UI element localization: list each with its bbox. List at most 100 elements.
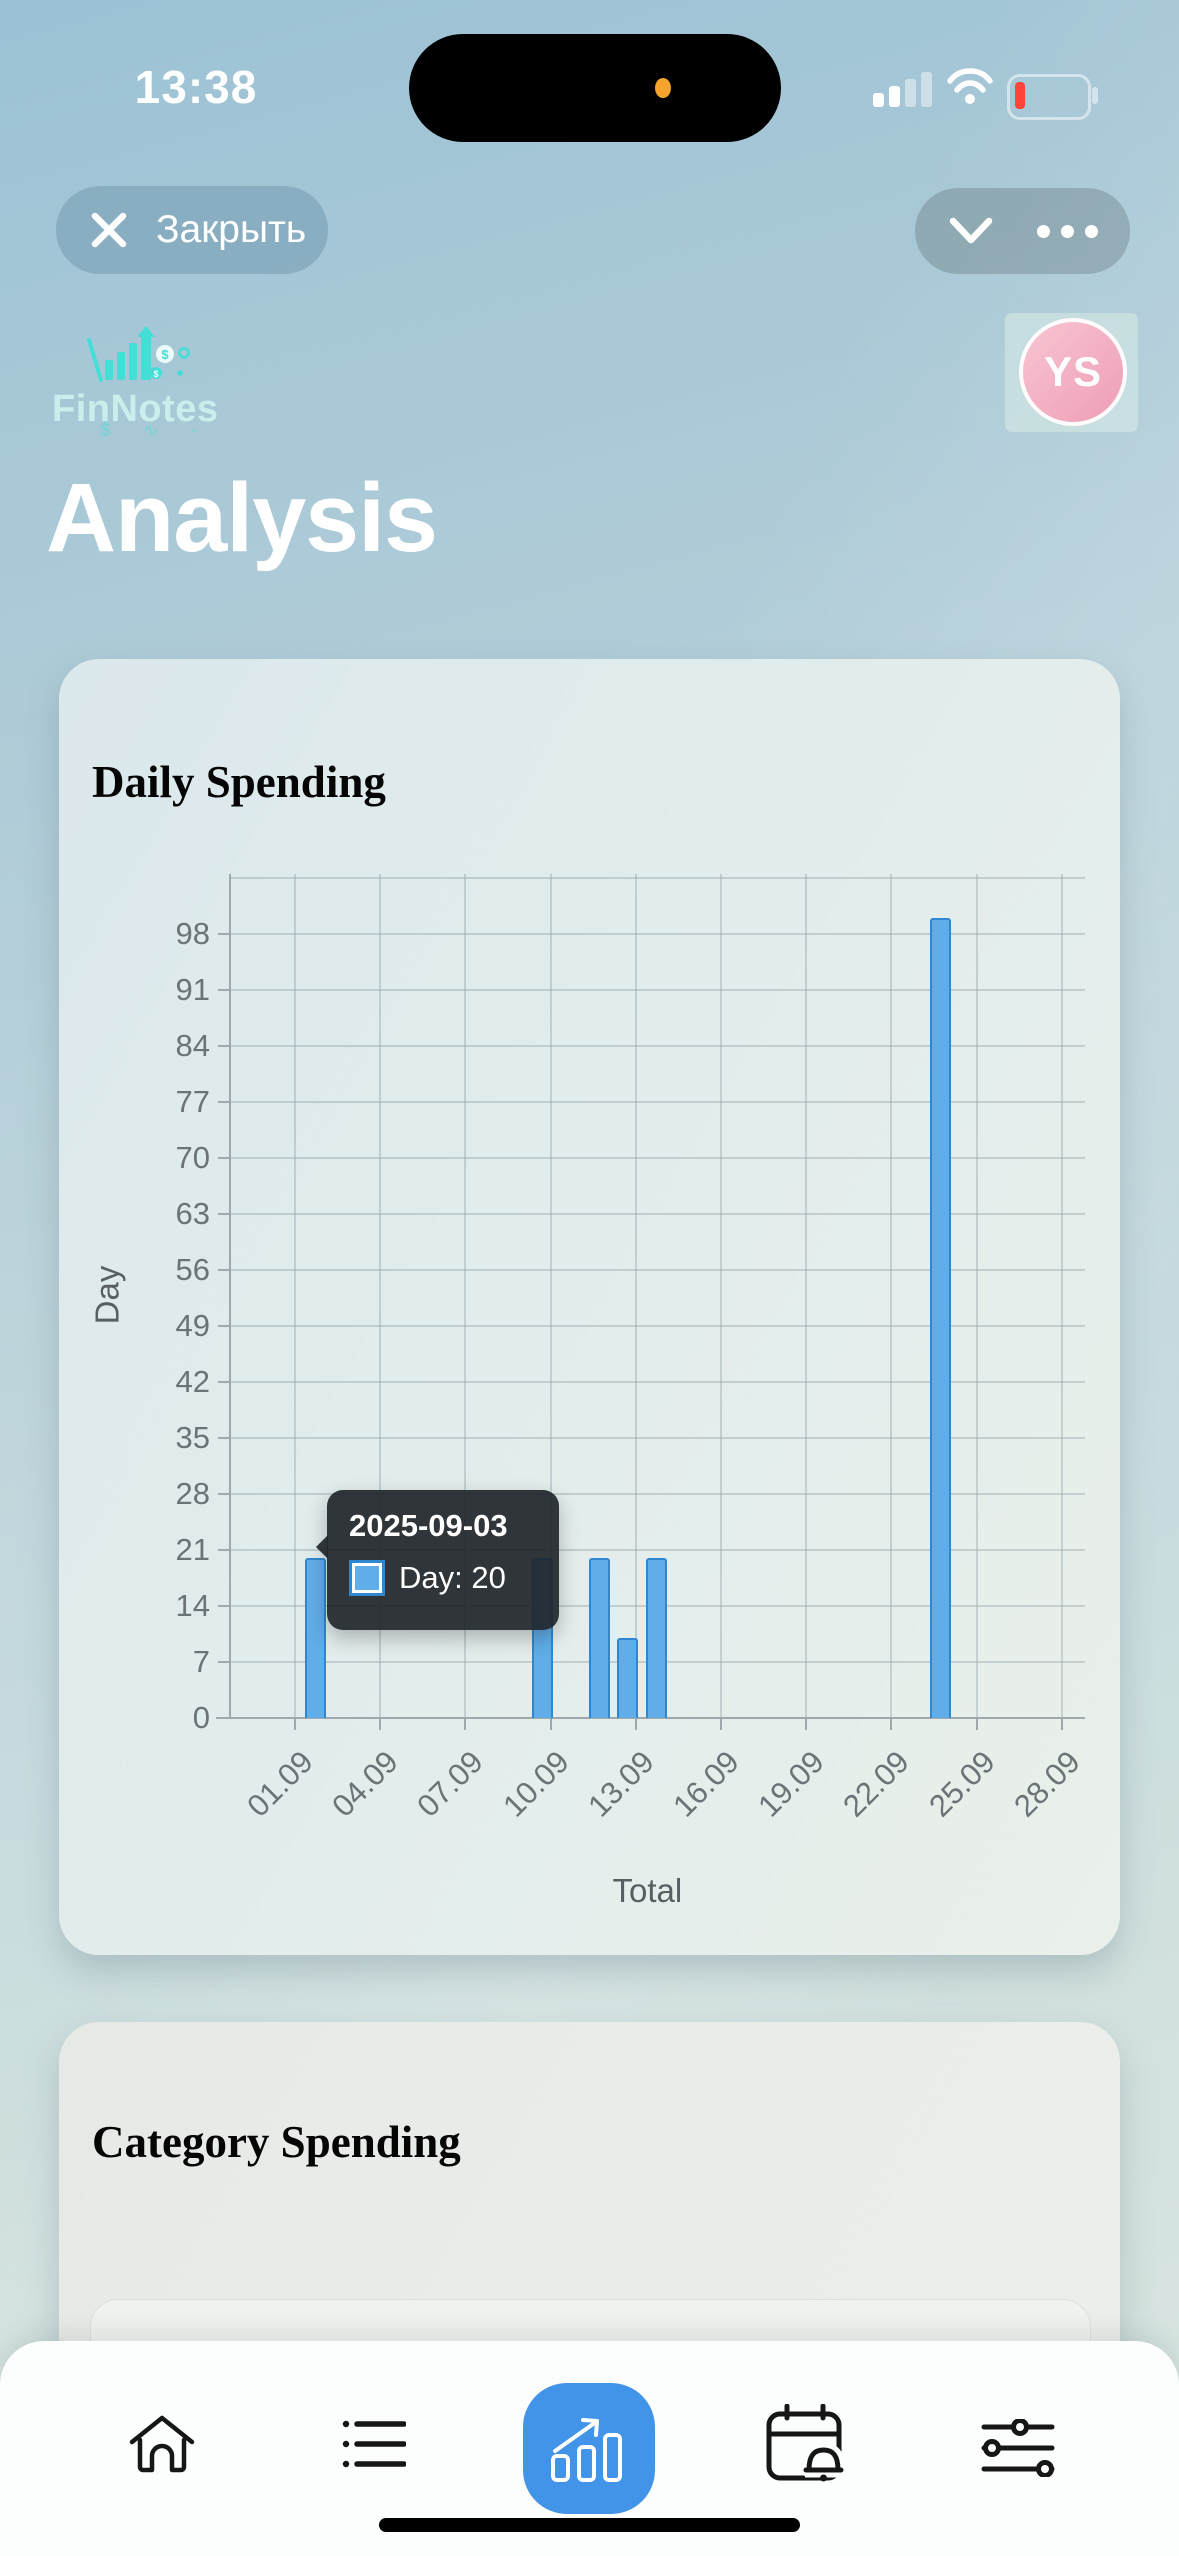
- chevron-down-icon[interactable]: [947, 216, 995, 246]
- tab-transactions[interactable]: [342, 2418, 406, 2470]
- y-tick: [218, 1045, 230, 1047]
- y-tick: [218, 933, 230, 935]
- x-tick: [294, 1718, 296, 1730]
- grid-h: [230, 1381, 1085, 1383]
- close-icon: [91, 212, 127, 248]
- grid-v: [805, 874, 808, 1718]
- tab-home[interactable]: [128, 2412, 196, 2480]
- y-tick-label: 77: [175, 1084, 210, 1119]
- chart-bar[interactable]: [617, 1638, 639, 1718]
- tooltip-caret: [304, 1535, 328, 1559]
- y-tick-label: 49: [175, 1308, 210, 1343]
- y-tick: [218, 1381, 230, 1383]
- tooltip-series-swatch: [349, 1560, 385, 1596]
- y-tick-label: 56: [175, 1252, 210, 1287]
- y-tick: [218, 1269, 230, 1271]
- x-tick: [379, 1718, 382, 1730]
- chart-bar[interactable]: [929, 918, 951, 1718]
- wifi-icon: [947, 68, 993, 104]
- tab-analytics-active[interactable]: [523, 2383, 655, 2514]
- y-tick-label: 14: [175, 1588, 210, 1623]
- logo-decoration: $ ∿ ·: [100, 420, 212, 440]
- y-tick: [218, 1101, 230, 1103]
- y-tick-label: 7: [192, 1644, 210, 1679]
- dynamic-island: [409, 34, 781, 142]
- y-tick: [218, 1437, 230, 1439]
- grid-h: [230, 933, 1085, 935]
- x-tick: [464, 1718, 467, 1730]
- app-name: FinNotes: [52, 388, 219, 430]
- x-tick: [975, 1718, 978, 1730]
- calendar-bell-icon: [766, 2404, 842, 2481]
- grid-h: [230, 1045, 1085, 1047]
- y-tick-label: 63: [175, 1196, 210, 1231]
- x-axis-line: [216, 1717, 1085, 1719]
- chart-bar[interactable]: [588, 1558, 610, 1718]
- tooltip-date: 2025-09-03: [349, 1508, 508, 1543]
- y-tick: [218, 1213, 230, 1215]
- chart-bar[interactable]: [645, 1558, 667, 1718]
- y-tick: [218, 1661, 230, 1663]
- status-time: 13:38: [134, 61, 258, 113]
- grid-h: [230, 877, 1085, 879]
- grid-h: [230, 1269, 1085, 1271]
- y-tick: [218, 1157, 230, 1159]
- y-tick: [218, 1493, 230, 1495]
- grid-h: [230, 1213, 1085, 1215]
- avatar[interactable]: YS: [1019, 318, 1127, 426]
- mic-indicator-dot: [655, 78, 671, 98]
- sliders-icon: [981, 2419, 1055, 2477]
- battery-icon: [1007, 74, 1103, 120]
- x-tick: [890, 1718, 893, 1730]
- y-tick: [218, 1605, 230, 1607]
- chart-bar[interactable]: [304, 1558, 326, 1718]
- y-tick: [218, 989, 230, 991]
- analytics-chart-icon: [551, 2417, 622, 2482]
- bell-overlay: [801, 2442, 844, 2482]
- home-icon: [129, 2415, 195, 2473]
- grid-v: [890, 874, 893, 1718]
- y-tick-label: 42: [175, 1364, 210, 1399]
- x-axis-title: Total: [612, 1872, 683, 1909]
- list-icon: [342, 2420, 406, 2468]
- tab-calendar[interactable]: [766, 2404, 844, 2490]
- y-tick-label: 91: [175, 972, 210, 1007]
- grid-h: [230, 1437, 1085, 1439]
- sheet-actions: [915, 188, 1130, 274]
- signal-icon: [873, 70, 937, 107]
- grid-v: [379, 874, 382, 1718]
- more-options-icon[interactable]: [1037, 224, 1098, 238]
- chart-tooltip: 2025-09-03 Day: 20: [316, 1490, 559, 1630]
- y-tick-label: 98: [175, 916, 210, 951]
- y-tick: [218, 1325, 230, 1327]
- grid-h: [230, 1325, 1085, 1327]
- x-tick: [634, 1718, 637, 1730]
- svg-text:$: $: [153, 369, 158, 379]
- y-axis-line: [229, 874, 231, 1718]
- close-button[interactable]: Закрыть: [56, 186, 328, 274]
- close-button-label: Закрыть: [156, 208, 307, 251]
- daily-spending-title: Daily Spending: [92, 757, 386, 807]
- tab-settings[interactable]: [981, 2419, 1055, 2477]
- grid-v: [464, 874, 467, 1718]
- grid-h: [230, 1549, 1085, 1551]
- svg-text:$: $: [161, 347, 169, 362]
- avatar-initials: YS: [1043, 348, 1103, 395]
- grid-v: [549, 874, 552, 1718]
- grid-v: [294, 874, 296, 1718]
- finnotes-logo-icon: $ $: [87, 326, 190, 382]
- grid-h: [230, 1101, 1085, 1103]
- category-spending-title: Category Spending: [92, 2117, 461, 2167]
- x-tick: [1060, 1718, 1063, 1730]
- y-tick-label: 21: [175, 1532, 210, 1567]
- x-tick: [805, 1718, 808, 1730]
- grid-v: [634, 874, 637, 1718]
- y-tick-label: 84: [175, 1028, 210, 1063]
- x-tick: [549, 1718, 552, 1730]
- grid-h: [230, 989, 1085, 991]
- home-indicator[interactable]: [379, 2518, 800, 2532]
- tooltip-value: Day: 20: [399, 1560, 506, 1595]
- grid-v: [1060, 874, 1063, 1718]
- y-tick-label: 70: [175, 1140, 210, 1175]
